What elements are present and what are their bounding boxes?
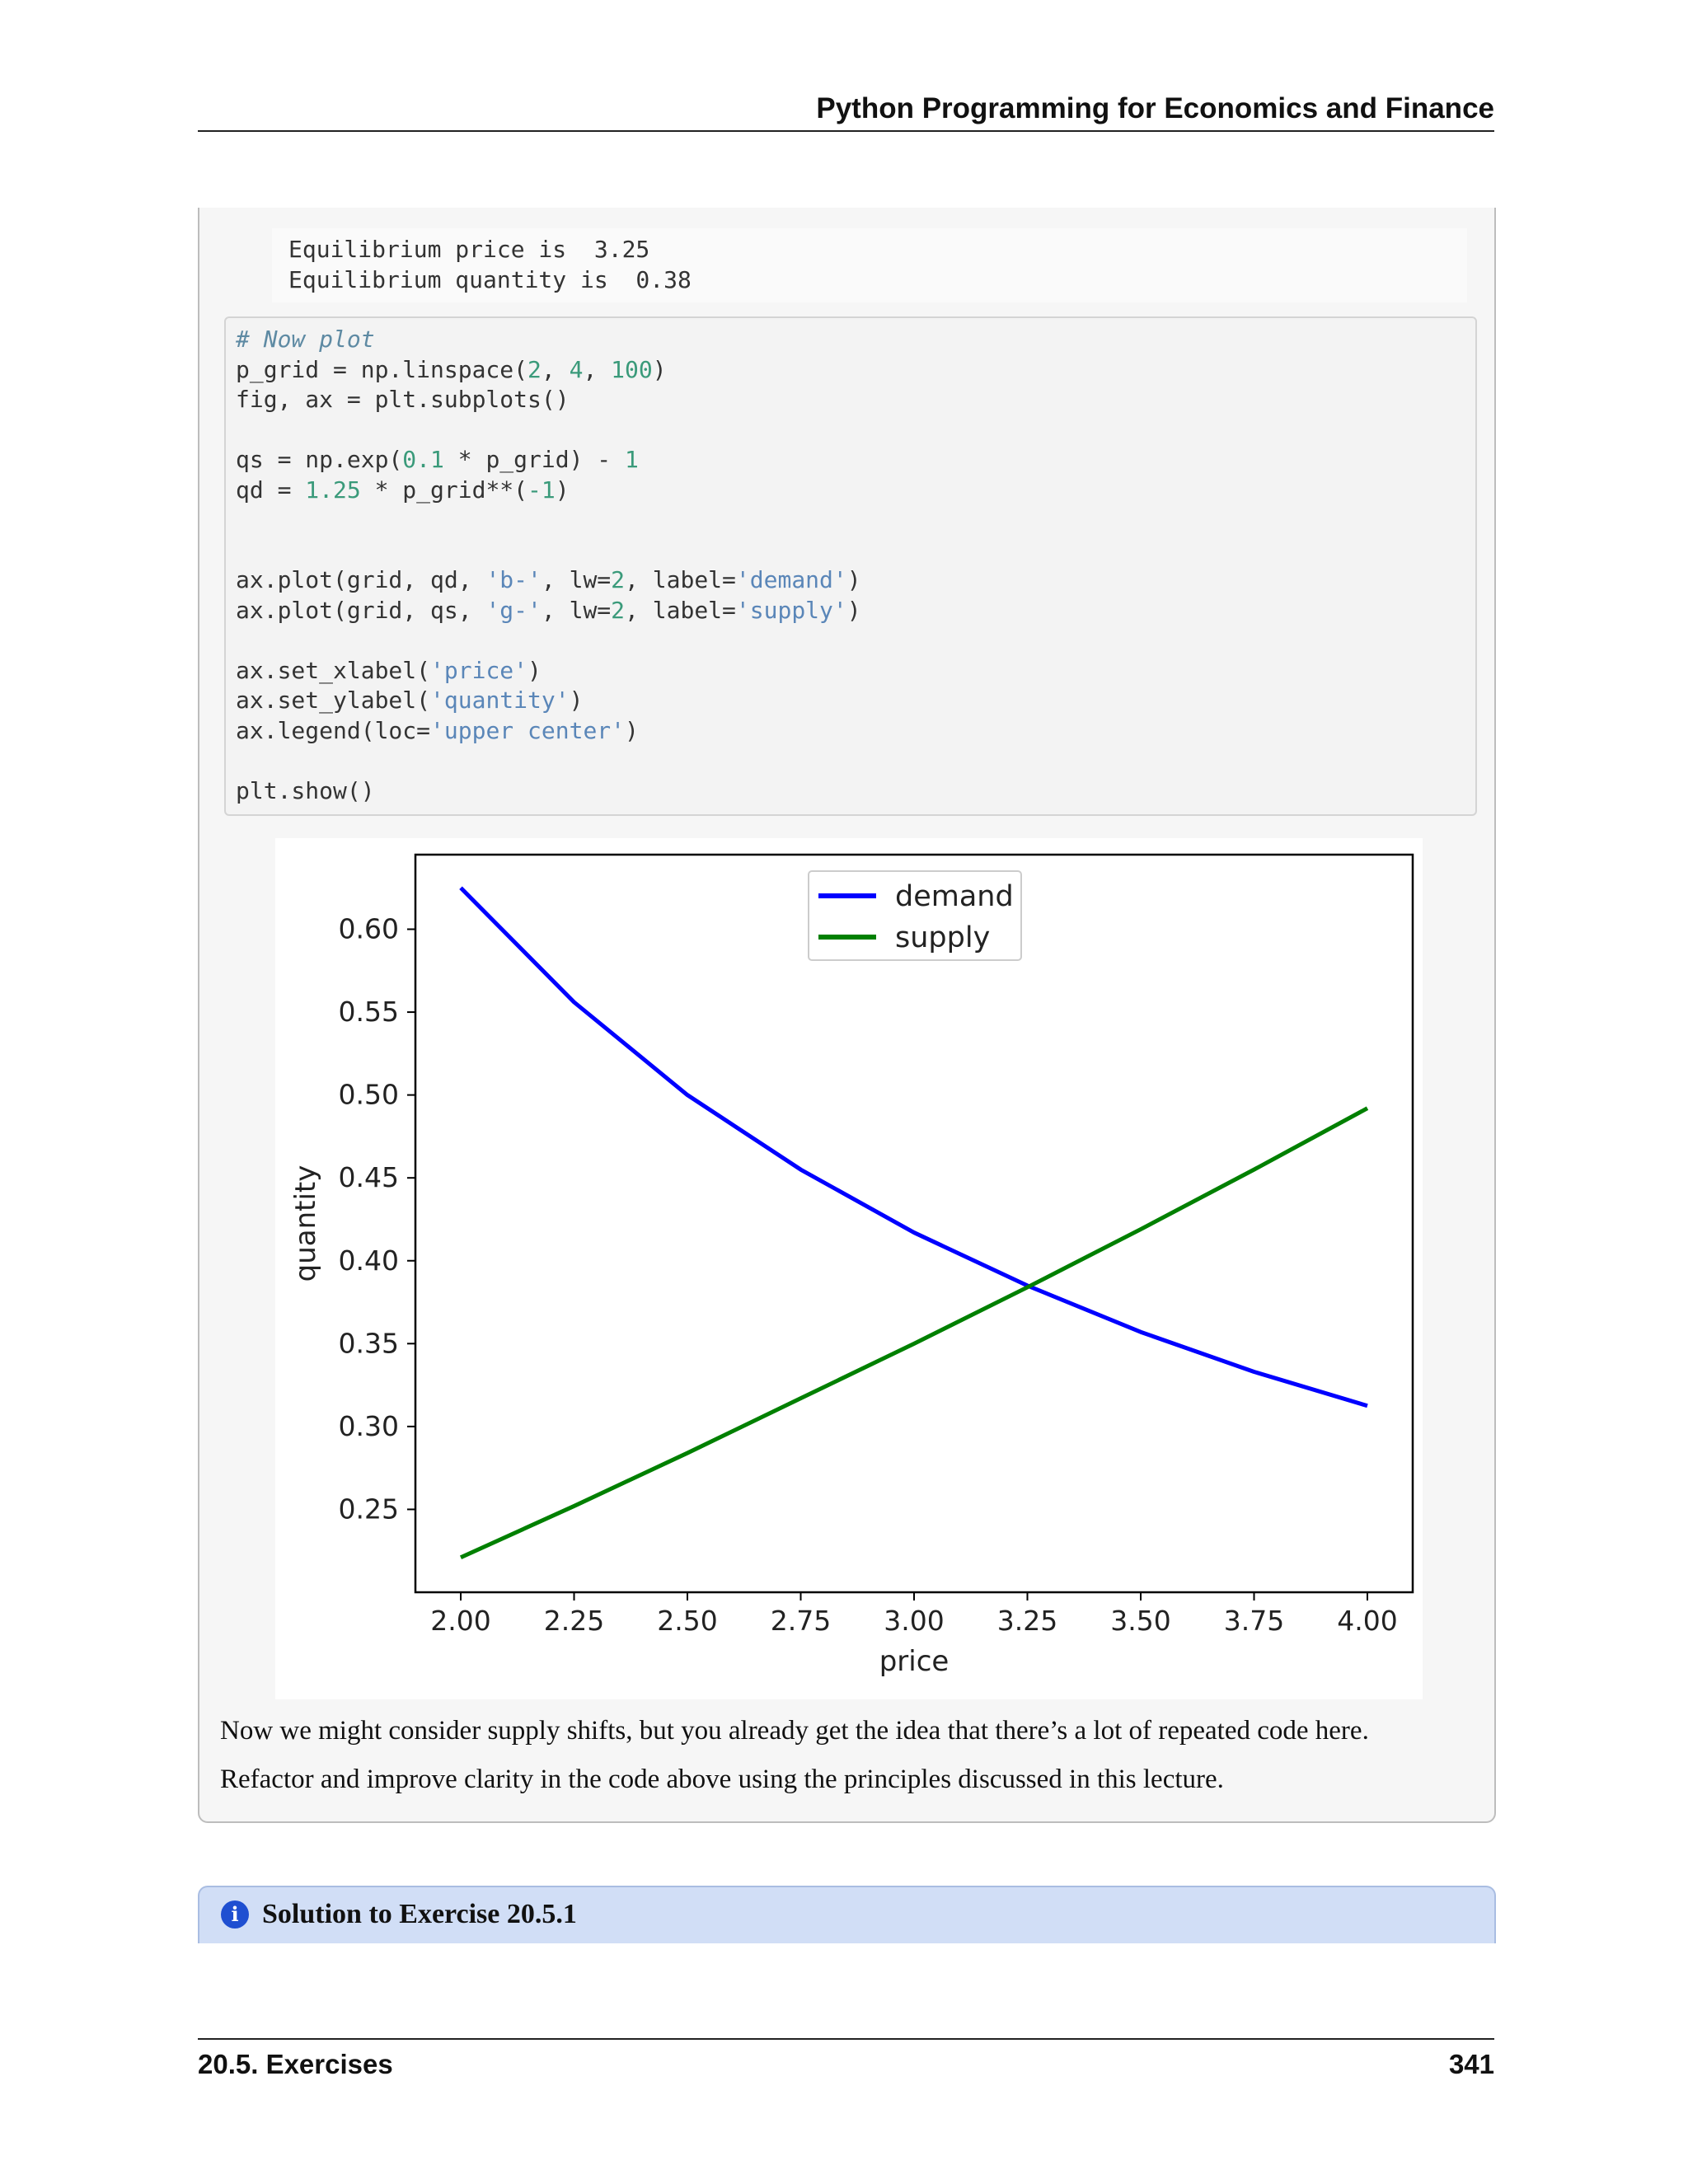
code-line: ax.set_xlabel('price') [236, 656, 542, 684]
code-line: ax.set_ylabel('quantity') [236, 687, 584, 714]
code-blank [236, 415, 861, 446]
code-blank [236, 626, 861, 656]
solution-dropdown[interactable]: i Solution to Exercise 20.5.1 [198, 1886, 1496, 1943]
x-axis-label: price [879, 1645, 950, 1678]
x-tick-label: 2.50 [657, 1605, 717, 1637]
code-blank [236, 536, 861, 566]
code-line: # Now plot [236, 325, 861, 355]
y-tick-label: 0.30 [339, 1410, 399, 1442]
header-rule [198, 130, 1494, 132]
output-block: Equilibrium price is 3.25 Equilibrium qu… [272, 228, 1467, 302]
y-axis-label: quantity [289, 1165, 322, 1282]
code-line: fig, ax = plt.subplots() [236, 386, 570, 413]
code-line: qd = 1.25 * p_grid**(-1) [236, 476, 570, 504]
code-line: ax.plot(grid, qs, 'g-', lw=2, label='sup… [236, 596, 861, 624]
y-tick-label: 0.35 [339, 1327, 399, 1359]
footer-section: 20.5. Exercises [198, 2049, 393, 2079]
paragraph: Now we might consider supply shifts, but… [220, 1716, 1369, 1746]
code-line: p_grid = np.linspace(2, 4, 100) [236, 355, 667, 383]
legend-label-supply: supply [895, 921, 990, 954]
x-tick-label: 3.50 [1110, 1605, 1170, 1637]
y-tick-label: 0.40 [339, 1244, 399, 1277]
y-tick-label: 0.60 [339, 913, 399, 945]
paragraph: Refactor and improve clarity in the code… [220, 1765, 1224, 1794]
code-blank [236, 746, 861, 776]
x-tick-label: 3.75 [1224, 1605, 1284, 1637]
y-tick-label: 0.25 [339, 1493, 399, 1525]
code-line: ax.legend(loc='upper center') [236, 716, 639, 744]
x-tick-label: 2.75 [771, 1605, 831, 1637]
series-line-demand [459, 886, 1368, 1408]
code-line: plt.show() [236, 776, 375, 804]
figure: 2.00 2.25 2.50 2.75 3.00 3.25 3.50 3.75 4.00 0.25… [275, 838, 1423, 1699]
x-tick-label: 4.00 [1337, 1605, 1397, 1637]
x-tick-label: 3.25 [997, 1605, 1057, 1637]
plot-frame [414, 853, 1414, 1594]
output-line-price: Equilibrium price is 3.25 [288, 236, 650, 263]
code-blank [236, 505, 861, 536]
x-tick-label: 3.00 [884, 1605, 944, 1637]
code-line: ax.plot(grid, qd, 'b-', lw=2, label='dem… [236, 566, 861, 593]
output-line-quantity: Equilibrium quantity is 0.38 [288, 265, 692, 293]
y-tick-label: 0.45 [339, 1161, 399, 1193]
code-comment: # Now plot [236, 326, 375, 353]
series-line-supply [459, 1106, 1369, 1560]
line-chart: 2.00 2.25 2.50 2.75 3.00 3.25 3.50 3.75 4.00 0.25… [289, 853, 1414, 1678]
legend-label-demand: demand [895, 880, 1014, 913]
running-header-title: Python Programming for Economics and Fin… [816, 92, 1494, 124]
code-cell: # Now plot p_grid = np.linspace(2, 4, 10… [224, 316, 1477, 816]
page-number: 341 [1448, 2049, 1494, 2079]
x-tick-label: 2.25 [544, 1605, 604, 1637]
solution-title[interactable]: Solution to Exercise 20.5.1 [262, 1899, 577, 1929]
y-tick-label: 0.50 [339, 1079, 399, 1111]
x-tick-label: 2.00 [430, 1605, 490, 1637]
code-line: qs = np.exp(0.1 * p_grid) - 1 [236, 446, 639, 473]
info-icon: i [221, 1900, 249, 1929]
y-tick-label: 0.55 [339, 996, 399, 1028]
footer-rule [198, 2038, 1494, 2040]
exercise-box: Equilibrium price is 3.25 Equilibrium qu… [198, 208, 1496, 1823]
